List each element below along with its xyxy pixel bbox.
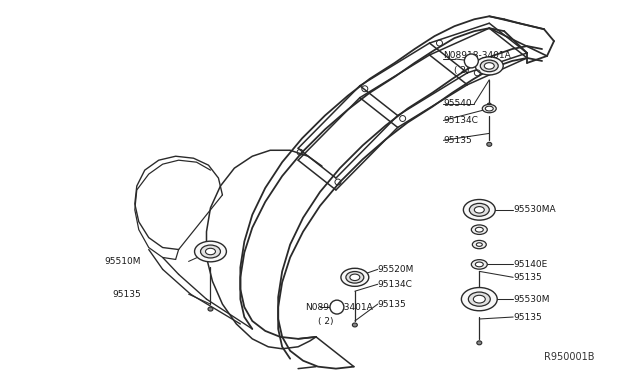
Text: N08918-3401A: N08918-3401A (305, 302, 373, 312)
Ellipse shape (476, 57, 503, 75)
Ellipse shape (471, 260, 487, 269)
Ellipse shape (353, 323, 357, 327)
Ellipse shape (200, 245, 220, 258)
Text: 95134C: 95134C (444, 116, 478, 125)
Ellipse shape (471, 225, 487, 234)
Text: 95135: 95135 (444, 136, 472, 145)
Ellipse shape (484, 62, 494, 69)
Text: ( 2): ( 2) (318, 317, 333, 327)
Ellipse shape (350, 274, 360, 280)
Ellipse shape (474, 206, 484, 213)
Ellipse shape (468, 292, 490, 306)
Ellipse shape (483, 105, 496, 113)
Text: 95135: 95135 (513, 312, 542, 321)
Text: N: N (333, 302, 340, 312)
Ellipse shape (485, 106, 493, 111)
Ellipse shape (208, 307, 213, 311)
Ellipse shape (476, 243, 483, 246)
Ellipse shape (480, 60, 498, 72)
Ellipse shape (346, 272, 364, 283)
Text: N: N (468, 57, 475, 65)
Ellipse shape (472, 240, 486, 249)
Ellipse shape (487, 103, 492, 106)
Text: R950001B: R950001B (544, 352, 595, 362)
Text: 95135: 95135 (513, 273, 542, 282)
Text: 95540: 95540 (444, 99, 472, 108)
Ellipse shape (461, 288, 497, 311)
Ellipse shape (205, 248, 216, 255)
Ellipse shape (341, 268, 369, 286)
Text: 95134C: 95134C (378, 280, 413, 289)
Circle shape (465, 54, 478, 68)
Text: 95530M: 95530M (513, 295, 550, 304)
Text: N08918-3401A: N08918-3401A (444, 51, 511, 61)
Ellipse shape (487, 142, 492, 146)
Ellipse shape (476, 227, 483, 232)
Ellipse shape (195, 241, 227, 262)
Ellipse shape (477, 341, 482, 345)
Text: 95510M: 95510M (104, 257, 141, 266)
Text: ( 2): ( 2) (454, 66, 470, 76)
Text: 95140E: 95140E (513, 260, 547, 269)
Circle shape (330, 300, 344, 314)
Text: 95520M: 95520M (378, 265, 414, 274)
Ellipse shape (463, 199, 495, 220)
Ellipse shape (476, 262, 483, 267)
Ellipse shape (469, 203, 489, 216)
Ellipse shape (474, 295, 485, 303)
Text: 95135: 95135 (378, 299, 406, 309)
Text: 95135: 95135 (112, 290, 141, 299)
Text: 95530MA: 95530MA (513, 205, 556, 214)
